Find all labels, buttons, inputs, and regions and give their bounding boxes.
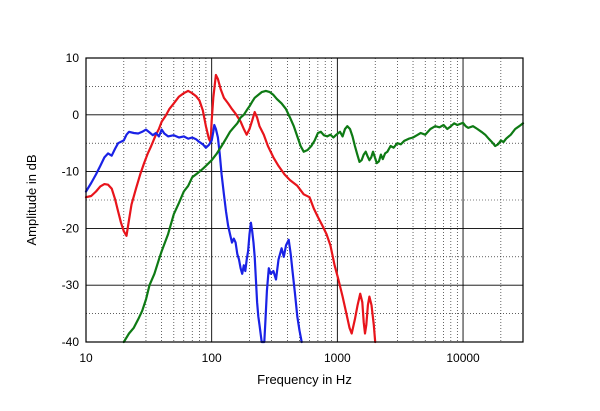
x-tick-labels: 10 100 1000 10000: [79, 351, 480, 365]
y-tick-label: 0: [72, 108, 79, 122]
y-axis-label: Amplitude in dB: [24, 154, 39, 245]
x-tick-label: 10: [79, 351, 93, 365]
y-tick-labels: 10 0 -10 -20 -30 -40: [62, 51, 80, 349]
x-tick-label: 1000: [324, 351, 351, 365]
series-line-3: [122, 89, 525, 344]
series-line-2: [84, 123, 303, 344]
series-layer: [84, 73, 525, 344]
plot-frame: [85, 57, 524, 343]
y-tick-label: -20: [62, 221, 80, 235]
x-axis-label: Frequency in Hz: [257, 372, 352, 387]
x-tick-label: 100: [202, 351, 222, 365]
x-tick-label: 10000: [446, 351, 480, 365]
minor-grid: [86, 58, 523, 342]
series-line-1: [84, 73, 377, 344]
y-tick-label: -40: [62, 335, 80, 349]
y-tick-label: 10: [66, 51, 80, 65]
y-tick-label: -30: [62, 278, 80, 292]
y-tick-label: -10: [62, 165, 80, 179]
